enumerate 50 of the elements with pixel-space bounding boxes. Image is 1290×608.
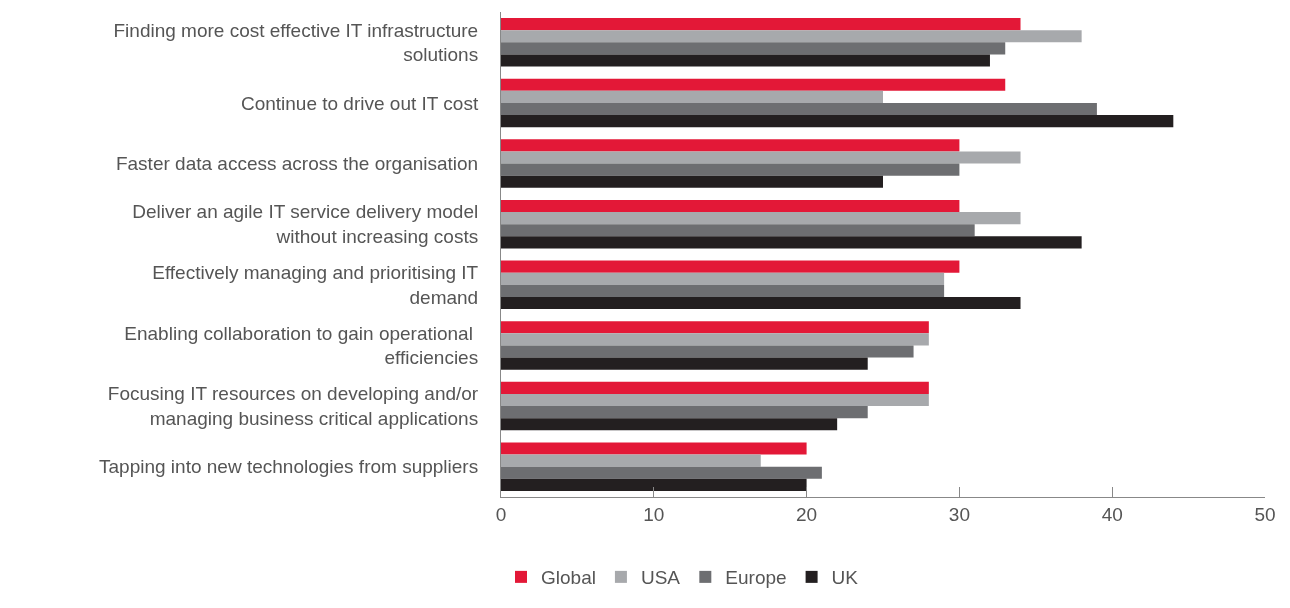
legend-label: Europe: [725, 567, 787, 589]
bar: [501, 212, 1021, 225]
bar: [501, 175, 883, 188]
bar: [501, 296, 1021, 310]
x-tick-label: 30: [948, 503, 970, 525]
bar: [501, 163, 960, 176]
bar: [501, 406, 868, 419]
bar: [501, 284, 945, 297]
y-tick-label: Tapping into new technologies from suppliers: [99, 456, 479, 478]
bar: [501, 18, 1021, 31]
bar: [501, 224, 975, 237]
bar: [501, 115, 1174, 128]
x-tick-label: 10: [643, 503, 665, 525]
bar: [501, 357, 868, 370]
bar: [501, 236, 1082, 249]
legend-label: USA: [640, 567, 681, 589]
bar: [501, 139, 960, 152]
bar: [501, 381, 929, 394]
bar: [501, 466, 822, 479]
x-tick-label: 20: [796, 503, 818, 525]
bar: [501, 345, 914, 358]
y-tick-label: Deliver an agile IT service delivery model without increasing costs: [132, 201, 479, 248]
legend-label: UK: [831, 567, 859, 589]
bar: [501, 90, 883, 103]
bar: [501, 442, 807, 455]
x-tick-label: 50: [1254, 503, 1276, 525]
bar: [501, 102, 1097, 116]
bar: [501, 260, 960, 273]
bar: [501, 78, 1006, 91]
bar: [501, 454, 761, 467]
x-tick-label: 0: [495, 503, 507, 525]
x-tick-label: 40: [1101, 503, 1123, 525]
y-tick-label: Enabling collaboration to gain operational efficiencies: [124, 322, 479, 369]
bar: [501, 418, 838, 431]
y-tick-label: Faster data access across the organisation: [115, 153, 479, 175]
bar: [501, 42, 1006, 55]
bar: [501, 30, 1082, 43]
bar: [501, 54, 990, 67]
bar: [501, 151, 1021, 164]
bar: [501, 199, 960, 213]
y-tick-label: Continue to drive out IT cost: [240, 92, 479, 114]
y-tick-label: Focusing IT resources on developing and/or managing business critical applications: [107, 383, 479, 430]
bar: [501, 478, 807, 491]
legend-label: Global: [541, 567, 596, 589]
bar: [501, 321, 929, 334]
y-tick-label: Finding more cost effective IT infrastructure solutions: [113, 19, 479, 66]
bar: [501, 272, 945, 285]
bar: [501, 333, 929, 346]
bar: [501, 393, 929, 407]
y-tick-label: Effectively managing and prioritising IT demand: [152, 262, 479, 308]
